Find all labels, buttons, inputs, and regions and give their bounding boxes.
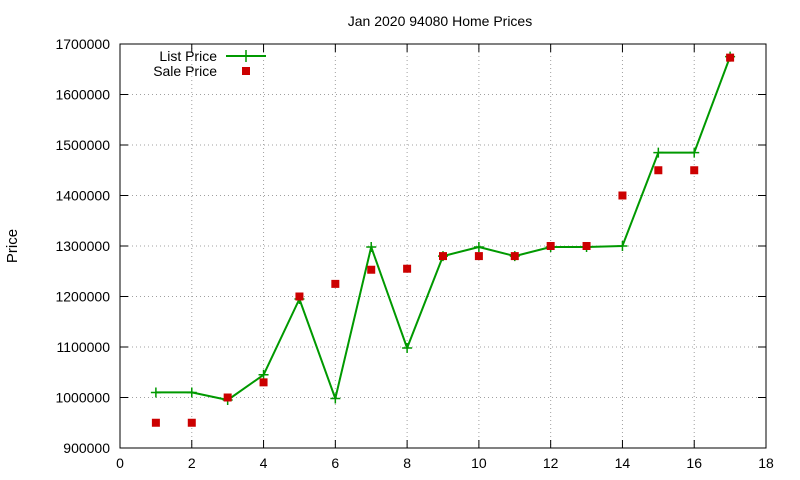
legend-marker-sale-price xyxy=(242,67,250,75)
y-tick-label: 1000000 xyxy=(55,390,110,406)
legend: List Price Sale Price xyxy=(153,48,266,79)
y-tick-label: 1200000 xyxy=(55,289,110,305)
data-point-sale-price xyxy=(546,242,555,250)
series-layer xyxy=(150,51,736,427)
data-point-sale-price xyxy=(690,166,699,175)
data-point-sale-price xyxy=(582,242,591,250)
data-point-sale-price xyxy=(187,418,196,427)
x-tick-label: 6 xyxy=(331,455,339,471)
legend-label-list-price: List Price xyxy=(159,48,217,64)
x-tick-label: 4 xyxy=(260,455,268,471)
y-tick-label: 900000 xyxy=(63,440,110,456)
x-tick-labels: 0 2 4 6 8 10 12 14 16 18 xyxy=(116,455,774,471)
data-point-list-price xyxy=(473,242,484,253)
data-point-sale-price xyxy=(618,191,627,200)
data-point-sale-price xyxy=(295,292,304,301)
data-point-list-price xyxy=(366,242,377,253)
data-point-sale-price xyxy=(367,265,376,274)
data-point-list-price xyxy=(617,241,628,251)
y-tick-label: 1400000 xyxy=(55,188,110,204)
chart-title: Jan 2020 94080 Home Prices xyxy=(348,13,532,29)
data-point-sale-price xyxy=(223,393,232,402)
data-point-sale-price xyxy=(510,252,519,261)
data-point-sale-price xyxy=(259,378,268,387)
y-tick-labels: 900000 1000000 1100000 1200000 1300000 140000… xyxy=(55,36,110,456)
grid-layer xyxy=(120,44,766,448)
y-tick-label: 1100000 xyxy=(57,339,111,355)
data-point-list-price xyxy=(186,387,197,398)
data-point-list-price xyxy=(653,147,664,158)
data-point-list-price xyxy=(258,369,269,380)
series-line-list-price xyxy=(155,56,732,401)
series-sale-price xyxy=(151,53,735,427)
y-tick-label: 1600000 xyxy=(55,87,110,103)
x-tick-label: 16 xyxy=(686,455,702,471)
x-tick-label: 8 xyxy=(403,455,411,471)
data-point-sale-price xyxy=(439,252,447,261)
x-tick-label: 12 xyxy=(543,455,559,471)
x-tick-label: 10 xyxy=(471,455,487,471)
data-point-list-price xyxy=(402,343,413,354)
x-tick-label: 0 xyxy=(116,455,124,471)
data-point-sale-price xyxy=(331,279,340,288)
y-axis-label: Price xyxy=(4,229,21,263)
x-tick-label: 18 xyxy=(758,455,774,471)
legend-label-sale-price: Sale Price xyxy=(153,63,217,79)
x-tick-label: 14 xyxy=(615,455,631,471)
plot-frame xyxy=(119,43,767,449)
data-point-sale-price xyxy=(403,264,412,273)
y-tick-label: 1500000 xyxy=(55,137,110,153)
y-tick-label: 1700000 xyxy=(55,36,110,52)
data-point-sale-price xyxy=(654,166,663,175)
data-point-list-price xyxy=(150,387,161,398)
data-point-list-price xyxy=(330,393,341,404)
series-list-price xyxy=(150,51,736,406)
data-point-list-price xyxy=(689,147,700,158)
data-point-sale-price xyxy=(474,252,483,261)
x-tick-label: 2 xyxy=(188,455,196,471)
data-point-sale-price xyxy=(726,53,735,62)
y-tick-label: 1300000 xyxy=(55,238,110,254)
legend-marker-list-price xyxy=(240,50,252,62)
data-point-sale-price xyxy=(151,418,160,427)
